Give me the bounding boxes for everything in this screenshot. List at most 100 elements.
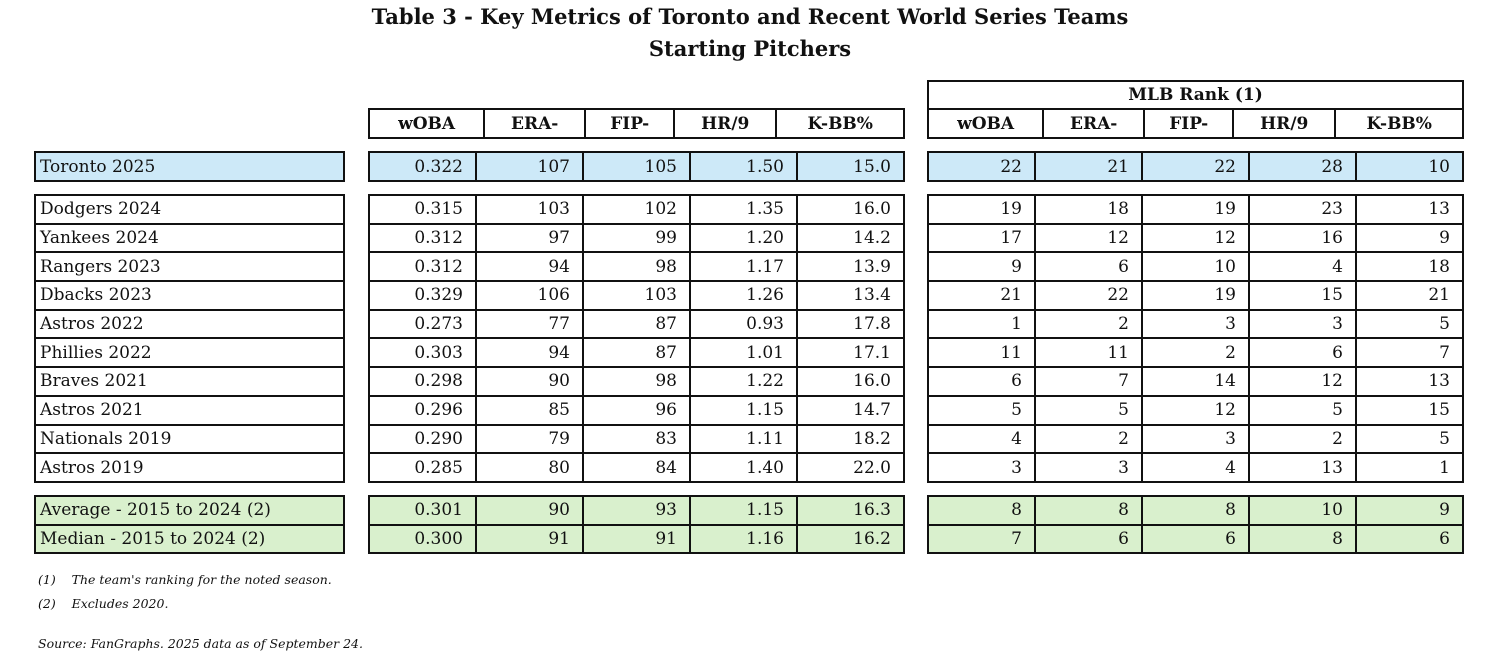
footnote-marker: (2) [38,596,56,611]
summary-ranks: 8 8 8 10 9 7 6 6 8 6 [927,495,1464,554]
table-row: Median - 2015 to 2024 (2) [34,523,345,554]
team-name: Astros 2021 [34,394,345,426]
metric-cell: 1.50 [689,151,798,182]
metric-cell: 13.9 [796,251,905,283]
team-labels: Dodgers 2024 Yankees 2024 Rangers 2023 Dbac… [34,194,345,483]
metric-cell: 0.296 [368,394,477,426]
rank-cell: 12 [1141,222,1250,254]
metric-cell: 1.26 [689,280,798,311]
rank-cell: 2 [1248,423,1357,455]
rank-cell: 4 [927,423,1036,455]
rank-cell: 2 [1141,337,1250,369]
metric-cell: 98 [582,366,691,397]
rank-cell: 19 [1141,194,1250,225]
rank-cell: 10 [1141,251,1250,283]
metric-cell: 85 [475,394,584,426]
rank-cell: 16 [1248,222,1357,254]
rank-cell: 22 [1141,151,1250,182]
metric-cell: 102 [582,194,691,225]
table-row: 0.322 107 105 1.50 15.0 [368,151,905,182]
footnote-text: Excludes 2020. [71,596,169,611]
column-header: wOBA [367,108,486,139]
metric-cell: 83 [582,423,691,455]
metric-cell: 107 [475,151,584,182]
metric-cell: 1.15 [689,495,798,526]
metric-cell: 1.20 [689,222,798,254]
column-header: ERA- [1042,108,1146,139]
table-row: Nationals 2019 [34,423,345,455]
metric-cell: 0.300 [368,523,477,554]
table-row: Dbacks 2023 [34,280,345,311]
team-name: Median - 2015 to 2024 (2) [34,523,345,554]
team-name: Dbacks 2023 [34,280,345,311]
rank-cell: 5 [1248,394,1357,426]
rank-cell: 2 [1034,423,1143,455]
summary-metrics: 0.301 90 93 1.15 16.3 0.300 91 91 1.16 16.2 [368,495,905,554]
metric-cell: 0.290 [368,423,477,455]
metric-cell: 103 [582,280,691,311]
metric-cell: 80 [475,452,584,483]
table-row: 0.301 90 93 1.15 16.3 [368,495,905,526]
table-row: Rangers 2023 [34,251,345,283]
metric-cell: 0.303 [368,337,477,369]
column-header: ERA- [483,108,587,139]
footnote-text: The team's ranking for the noted season. [71,572,332,587]
metric-cell: 0.273 [368,308,477,340]
rank-cell: 5 [927,394,1036,426]
rank-cell: 22 [927,151,1036,182]
metric-cell: 106 [475,280,584,311]
rank-group-header: MLB Rank (1) [927,80,1464,110]
table-row: 0.303 94 87 1.01 17.1 [368,337,905,369]
rank-cell: 7 [1355,337,1464,369]
metric-cell: 1.15 [689,394,798,426]
rank-cell: 8 [1248,523,1357,554]
rank-cell: 19 [927,194,1036,225]
column-header: HR/9 [1232,108,1337,139]
metric-cell: 87 [582,337,691,369]
metric-cell: 22.0 [796,452,905,483]
column-header: K-BB% [775,108,905,139]
table-row: 19 18 19 23 13 [927,194,1464,225]
metric-cell: 1.35 [689,194,798,225]
rank-cell: 23 [1248,194,1357,225]
metric-cell: 98 [582,251,691,283]
rank-cell: 5 [1355,423,1464,455]
metric-cell: 0.301 [368,495,477,526]
table-row: Yankees 2024 [34,222,345,254]
table-row: Toronto 2025 [34,151,345,182]
toronto-metrics: 0.322 107 105 1.50 15.0 [368,151,905,182]
column-header: wOBA [926,108,1045,139]
metric-cell: 0.312 [368,251,477,283]
rank-cell: 21 [1034,151,1143,182]
team-ranks: 19 18 19 23 13 17 12 12 16 9 9 6 10 4 18 21 22 19 15 21 1 2 3 3… [927,194,1464,483]
rank-cell: 2 [1034,308,1143,340]
rank-cell: 15 [1355,394,1464,426]
metric-cell: 18.2 [796,423,905,455]
metric-cell: 1.16 [689,523,798,554]
rank-cell: 7 [927,523,1036,554]
metrics-header: wOBA ERA- FIP- HR/9 K-BB% [367,108,905,139]
team-metrics: 0.315 103 102 1.35 16.0 0.312 97 99 1.20 14.2 0.31… [368,194,905,483]
rank-cell: 18 [1034,194,1143,225]
table-row: 0.298 90 98 1.22 16.0 [368,366,905,397]
metric-cell: 1.01 [689,337,798,369]
table-row: Average - 2015 to 2024 (2) [34,495,345,526]
metric-cell: 14.2 [796,222,905,254]
team-name: Yankees 2024 [34,222,345,254]
table-row: 0.312 97 99 1.20 14.2 [368,222,905,254]
metric-cell: 99 [582,222,691,254]
metric-cell: 96 [582,394,691,426]
rank-cell: 9 [1355,222,1464,254]
metric-cell: 1.11 [689,423,798,455]
metric-cell: 16.3 [796,495,905,526]
metric-cell: 77 [475,308,584,340]
table-row: Astros 2019 [34,452,345,483]
table-row: 0.273 77 87 0.93 17.8 [368,308,905,340]
rank-cell: 12 [1248,366,1357,397]
table-row: Phillies 2022 [34,337,345,369]
table-row: 0.296 85 96 1.15 14.7 [368,394,905,426]
table-row: 0.290 79 83 1.11 18.2 [368,423,905,455]
table-row: 0.312 94 98 1.17 13.9 [368,251,905,283]
rank-cell: 6 [1034,251,1143,283]
